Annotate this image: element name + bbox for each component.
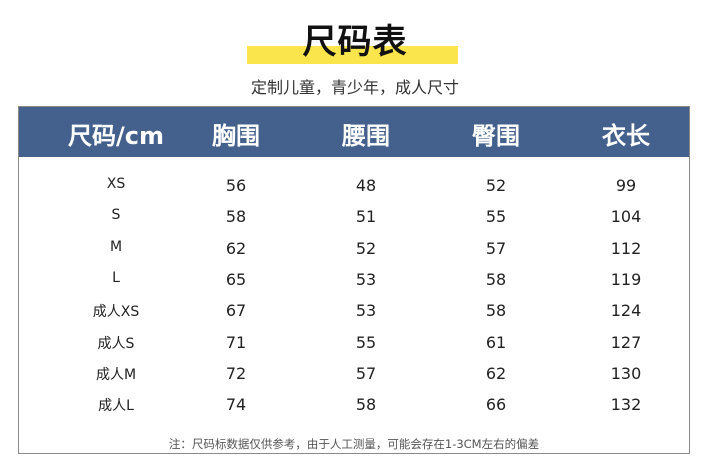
cell-chest: 56 bbox=[225, 176, 247, 195]
cell-waist: 55 bbox=[355, 332, 377, 352]
cell-waist: 53 bbox=[355, 269, 377, 289]
cell-chest: 72 bbox=[225, 363, 247, 383]
cell-length: 132 bbox=[610, 395, 642, 415]
cell-size: 成人L bbox=[98, 398, 134, 415]
header-length: 衣长 bbox=[602, 122, 650, 150]
cell-hip: 58 bbox=[485, 269, 507, 289]
header-chest: 胸围 bbox=[212, 122, 260, 150]
table-row: 成人S 71 55 61 127 bbox=[19, 333, 689, 361]
cell-chest: 71 bbox=[225, 332, 247, 352]
cell-size: S bbox=[111, 207, 121, 224]
cell-waist: 48 bbox=[355, 176, 377, 195]
table-row: L 65 53 58 119 bbox=[19, 270, 689, 298]
header-waist: 腰围 bbox=[342, 122, 390, 150]
cell-size: M bbox=[109, 238, 123, 255]
cell-length: 104 bbox=[610, 207, 642, 227]
cell-size: 成人M bbox=[95, 366, 137, 383]
cell-length: 124 bbox=[610, 301, 642, 321]
cell-waist: 57 bbox=[355, 363, 377, 383]
cell-waist: 51 bbox=[355, 207, 377, 227]
cell-chest: 67 bbox=[225, 301, 247, 321]
cell-size: L bbox=[112, 269, 120, 286]
cell-size: 成人XS bbox=[92, 304, 140, 321]
cell-length: 127 bbox=[610, 332, 642, 352]
cell-hip: 62 bbox=[485, 363, 507, 383]
page-title: 尺码表 bbox=[302, 22, 408, 62]
cell-hip: 61 bbox=[485, 332, 507, 352]
cell-length: 130 bbox=[610, 363, 642, 383]
cell-hip: 66 bbox=[485, 395, 507, 415]
cell-hip: 52 bbox=[485, 176, 507, 195]
title-highlight-bar bbox=[247, 46, 458, 64]
cell-hip: 55 bbox=[485, 207, 507, 227]
table-row: M 62 52 57 112 bbox=[19, 239, 689, 267]
cell-chest: 74 bbox=[225, 395, 247, 415]
cell-hip: 58 bbox=[485, 301, 507, 321]
header-size: 尺码/cm bbox=[68, 122, 164, 150]
table-row: 成人XS 67 53 58 124 bbox=[19, 301, 689, 329]
table-row: 成人L 74 58 66 132 bbox=[19, 395, 689, 423]
cell-waist: 53 bbox=[355, 301, 377, 321]
cell-length: 112 bbox=[610, 238, 642, 258]
table-header: 尺码/cm 胸围 腰围 臀围 衣长 bbox=[19, 107, 689, 157]
table-row: XS 56 48 52 99 bbox=[19, 176, 689, 204]
cell-waist: 58 bbox=[355, 395, 377, 415]
header-hip: 臀围 bbox=[472, 122, 520, 150]
cell-chest: 62 bbox=[225, 238, 247, 258]
table-row: 成人M 72 57 62 130 bbox=[19, 364, 689, 392]
table-row: S 58 51 55 104 bbox=[19, 207, 689, 235]
cell-size: XS bbox=[106, 176, 126, 192]
size-table: 尺码/cm 胸围 腰围 臀围 衣长 XS 56 48 52 99 S 58 51 55 104 M 62 52 5… bbox=[18, 106, 690, 454]
cell-chest: 58 bbox=[225, 207, 247, 227]
cell-waist: 52 bbox=[355, 238, 377, 258]
cell-chest: 65 bbox=[225, 269, 247, 289]
cell-hip: 57 bbox=[485, 238, 507, 258]
cell-length: 99 bbox=[615, 176, 637, 195]
page-subtitle: 定制儿童，青少年，成人尺寸 bbox=[250, 78, 459, 97]
cell-length: 119 bbox=[610, 269, 642, 289]
measurement-note: 注：尺码标数据仅供参考，由于人工测量，可能会存在1-3CM左右的偏差 bbox=[168, 437, 540, 451]
cell-size: 成人S bbox=[97, 335, 135, 352]
